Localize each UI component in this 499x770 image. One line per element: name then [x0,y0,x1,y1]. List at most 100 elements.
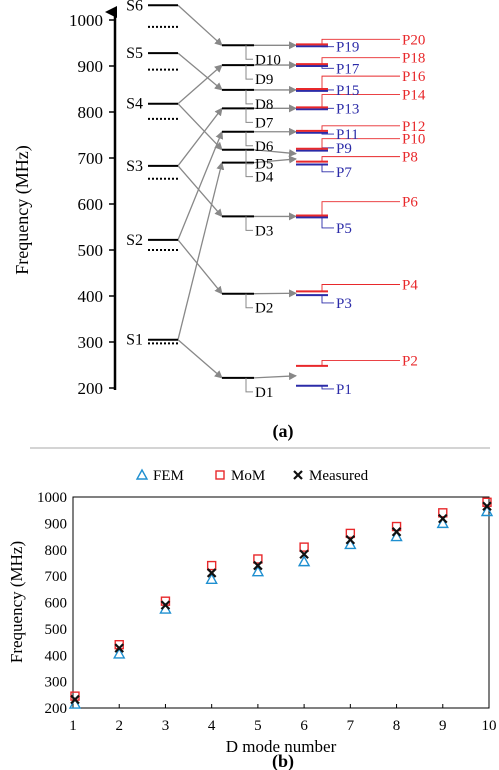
d-level-label: D4 [255,170,274,186]
point-fem [436,516,449,529]
panel-a-ytick-label: 400 [78,287,104,306]
point-measured [114,643,125,653]
point-mom [299,542,309,552]
panel-b-ytick-label: 700 [45,569,68,585]
s-to-d-arrow [177,107,223,167]
p-level-leader [321,284,400,292]
p-level-label: P10 [402,132,425,148]
panel-a-ytick-label: 600 [78,195,104,214]
point-measured [437,513,448,524]
panel-a-ytick-label: 700 [78,149,104,168]
p-level-label: P11 [336,127,359,143]
panel-b-caption: (b) [272,751,294,770]
p-level-leader [321,359,400,366]
panel-a-ytick-label: 300 [78,333,104,352]
p-level-leader [321,156,400,162]
d-level-label: D1 [255,385,273,401]
panel-b-ytick-label: 600 [45,596,68,612]
panel-b-ytick-label: 300 [45,675,68,691]
s-to-d-arrow [177,64,223,105]
p-level-leader [321,57,400,65]
panel-b-ytick-label: 1000 [37,490,67,506]
point-measured [391,527,402,537]
p-level-leader [321,75,400,89]
d-level-label: D2 [255,301,273,317]
p-level-label: P8 [402,150,418,166]
panel-b-xtick-label: 2 [115,718,123,734]
point-mom [345,528,356,539]
legend-marker-mom [215,470,225,480]
p-level-leader [321,201,400,216]
point-fem [297,555,311,567]
point-measured [253,560,263,571]
panel-b-ytick-label: 900 [45,516,68,532]
d-to-p-arrow [253,149,297,158]
s-level-label: S1 [126,332,143,349]
p-level-label: P7 [336,165,352,181]
legend-label-mom: MoM [231,468,265,484]
p-level-label: P6 [402,195,418,211]
d-level-label: D8 [255,97,273,113]
p-level-leader [321,385,334,390]
s-to-d-arrow [177,239,223,295]
p-level-leader [321,125,400,131]
panel-a-caption: (a) [273,421,294,442]
panel-a-ytick-label: 900 [78,57,104,76]
panel-a-ytick-label: 1000 [69,11,103,30]
point-fem [205,572,218,584]
d-level-leader [245,293,253,309]
panel-b-xtick-label: 3 [162,718,170,734]
d-level-leader [245,131,253,147]
d-level-label: D5 [255,157,273,173]
legend-marker-fem [135,468,149,480]
panel-b-ytick-label: 800 [45,543,68,559]
s-to-d-arrow [177,103,223,151]
s-to-d-arrow [177,165,223,218]
p-level-leader [321,164,334,173]
panel-a-ytick-label: 800 [78,103,104,122]
panel-b-legend: FEM MoM Measured [135,468,369,484]
d-level-leader [245,65,253,80]
panel-b-scatter-chart: FEM MoM Measured 200 300 400 500 600 700 800 900 1… [7,468,497,770]
panel-b-ylabel: Frequency (MHz) [7,541,26,663]
p-level-label: P18 [402,51,425,67]
panel-b-xtick-label: 4 [208,718,216,734]
legend-label-fem: FEM [153,468,184,484]
d-level-label: D6 [255,139,274,155]
d-level-leader [245,216,253,231]
legend-marker-measured [293,470,303,480]
point-mom [206,560,217,571]
p-level-leader [321,295,334,304]
p-level-label: P3 [336,296,352,312]
panel-a-energy-diagram: Frequency (MHz) 200 300 400 500 600 700 800 900… [12,0,426,442]
s-level-label: S5 [126,45,143,62]
d-level-leader [245,377,253,393]
point-measured [206,568,217,578]
d-level-label: D9 [255,72,273,88]
p-level-label: P2 [402,353,418,369]
d-level-label: D7 [255,115,274,131]
panel-a-ytick-label: 200 [78,379,104,398]
point-fem [251,565,265,577]
panel-b-xtick-label: 5 [254,718,262,734]
panel-b-xtick-label: 7 [347,718,355,734]
point-measured [160,600,171,610]
s-level-label: S4 [126,96,143,113]
point-mom [253,554,263,564]
p-level-leader [321,66,334,69]
p-level-leader [321,38,400,45]
p-level-label: P1 [336,382,352,398]
p-level-label: P12 [402,119,425,135]
d-level-leader [245,149,253,165]
panel-b-xtick-label: 9 [439,718,447,734]
d-level-label: D3 [255,223,273,239]
panel-b-plot-frame [72,496,490,709]
s-to-d-arrow [177,4,223,46]
d-level-leader [245,89,253,105]
panel-b-xtick-label: 10 [482,718,497,734]
d-level-label: D10 [255,52,281,68]
s-level-label: S2 [126,232,143,249]
legend-label-measured: Measured [309,468,369,484]
p-level-leader [321,94,400,108]
